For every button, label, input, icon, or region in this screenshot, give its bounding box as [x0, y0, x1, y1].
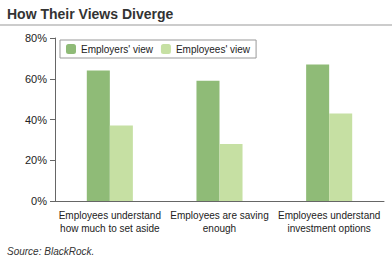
svg-text:80%: 80% — [25, 32, 47, 44]
svg-text:60%: 60% — [25, 73, 47, 85]
svg-text:enough: enough — [203, 223, 236, 234]
svg-text:how much to set aside: how much to set aside — [60, 223, 160, 234]
svg-text:20%: 20% — [25, 154, 47, 166]
svg-text:Employees understand: Employees understand — [278, 210, 380, 221]
svg-text:Employees are saving: Employees are saving — [170, 210, 268, 221]
svg-text:How Their Views Diverge: How Their Views Diverge — [7, 6, 173, 22]
svg-text:Employers' view: Employers' view — [81, 44, 154, 55]
svg-text:investment options: investment options — [287, 223, 370, 234]
svg-text:40%: 40% — [25, 114, 47, 126]
svg-text:Employees' view: Employees' view — [176, 44, 251, 55]
svg-text:0%: 0% — [31, 195, 47, 207]
svg-text:Source: BlackRock.: Source: BlackRock. — [7, 246, 94, 257]
svg-text:Employees understand: Employees understand — [59, 210, 161, 221]
